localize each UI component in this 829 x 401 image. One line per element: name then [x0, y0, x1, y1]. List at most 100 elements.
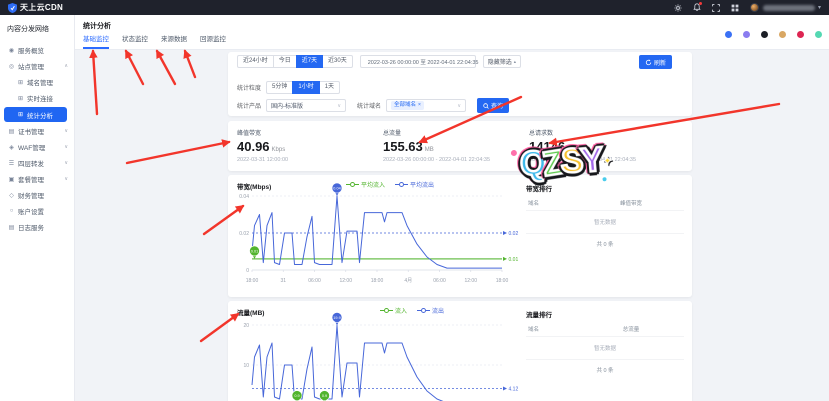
theme-dot-red[interactable]: [797, 31, 804, 38]
tab-status-monitor[interactable]: 状态监控: [122, 36, 148, 43]
empty-state: 暂无数据: [526, 211, 684, 234]
peak-bandwidth-value: 40.96: [237, 139, 270, 154]
sidebar-item-packages[interactable]: ▣ 套餐管理 ∨: [8, 176, 68, 184]
product-select[interactable]: 国内-标准版 ∨: [266, 99, 347, 112]
theme-dot-dark[interactable]: [761, 31, 768, 38]
svg-text:0: 0: [246, 268, 249, 274]
theme-dot-purple[interactable]: [743, 31, 750, 38]
empty-state: 暂无数据: [526, 337, 684, 360]
domain-tag[interactable]: 全部域名 ×: [391, 101, 424, 110]
refresh-button[interactable]: 刷新: [638, 55, 672, 69]
legend-item-avg-in[interactable]: 平均流入: [346, 180, 385, 189]
grid-icon: ⊞: [17, 79, 24, 86]
finance-icon: ◇: [9, 192, 14, 199]
range-7d-button[interactable]: 近7天: [295, 55, 324, 68]
bandwidth-chart-card: 带宽(Mbps) 平均流入 平均流出 0.04 0.02 0 18:00 31 06:00…: [228, 175, 692, 297]
granularity-1hour-button[interactable]: 1小时: [292, 81, 320, 94]
brand-logo[interactable]: 天上云CDN: [8, 2, 63, 13]
sidebar-item-finance[interactable]: ◇ 财务管理: [9, 192, 44, 201]
stat-peak-bandwidth: 峰值带宽 40.96 Kbps 2022-03-31 12:00:00: [237, 131, 289, 163]
theme-dot-tan[interactable]: [779, 31, 786, 38]
svg-text:18:00: 18:00: [371, 278, 384, 284]
caret-up-icon: ▴: [513, 58, 517, 64]
shield-icon: ◈: [9, 144, 14, 151]
ranking-total: 共 0 条: [596, 242, 614, 248]
sidebar-item-domain-management[interactable]: ⊞ 域名管理: [17, 79, 53, 88]
layers-icon: ☰: [8, 160, 15, 167]
range-24h-button[interactable]: 近24小时: [237, 55, 274, 68]
bandwidth-chart[interactable]: 0.04 0.02 0 18:00 31 06:00 12:00 18:00 4月 06:00 12…: [234, 182, 526, 284]
top-navbar: 天上云CDN ▾: [0, 0, 829, 15]
certificate-icon: ▤: [8, 128, 15, 135]
theme-dot-teal[interactable]: [815, 31, 822, 38]
stats-card: 峰值带宽 40.96 Kbps 2022-03-31 12:00:00 总流量 1…: [228, 121, 692, 171]
user-menu-caret-icon[interactable]: ▾: [817, 5, 821, 11]
sidebar-item-realtime-connections[interactable]: ⊞ 实时连接: [17, 95, 53, 104]
granularity-row: 统计粒度 5分钟 1小时 1天: [237, 81, 341, 94]
traffic-chart-title: 流量(MB): [237, 310, 265, 317]
monitor-tabs: 基础监控 状态监控 来源数据 回源监控: [83, 33, 226, 49]
apps-grid-icon[interactable]: [729, 2, 741, 14]
chevron-down-icon: ∨: [337, 102, 342, 109]
dashboard-icon: ◉: [8, 47, 15, 54]
ranking-total: 共 0 条: [596, 368, 614, 374]
grid-icon: ⊞: [17, 112, 24, 118]
settings-icon[interactable]: [672, 2, 684, 14]
svg-text:10: 10: [243, 363, 249, 369]
legend-item-in[interactable]: 流入: [380, 306, 407, 315]
page-header: 统计分析 基础监控 状态监控 来源数据 回源监控: [75, 15, 829, 50]
tab-origin-monitor[interactable]: 回源监控: [200, 36, 226, 43]
tab-basic-monitor[interactable]: 基础监控: [83, 33, 109, 49]
range-today-button[interactable]: 今日: [272, 55, 297, 68]
range-30d-button[interactable]: 近30天: [322, 55, 353, 68]
grid-icon: ⊞: [17, 95, 24, 102]
fullscreen-icon[interactable]: [710, 2, 722, 14]
legend-item-avg-out[interactable]: 平均流出: [395, 180, 434, 189]
svg-text:0.01: 0.01: [251, 250, 258, 254]
product-label: 统计产品: [237, 104, 262, 110]
granularity-5min-button[interactable]: 5分钟: [266, 81, 294, 94]
sidebar-item-layer4-forwarding[interactable]: ☰ 四层转发 ∨: [8, 160, 68, 168]
svg-text:0.9: 0.9: [322, 394, 327, 398]
granularity-1day-button[interactable]: 1天: [318, 81, 341, 94]
chevron-down-icon: ∨: [457, 102, 462, 109]
sidebar-item-log-service[interactable]: ▤ 日志服务: [8, 224, 44, 233]
traffic-ranking-panel: 流量排行 域名 总流量 暂无数据 共 0 条: [526, 303, 684, 380]
chevron-down-icon: ∨: [64, 160, 68, 166]
svg-text:0.02: 0.02: [509, 231, 519, 237]
bandwidth-ranking-title: 带宽排行: [526, 186, 552, 193]
stat-total-traffic: 总流量 155.63 MB 2022-03-26 00:00:00 - 2022-…: [383, 131, 491, 163]
svg-text:18:00: 18:00: [496, 278, 509, 284]
hide-filter-button[interactable]: 隐藏筛选 ▴: [482, 55, 522, 68]
svg-text:12:00: 12:00: [464, 278, 477, 284]
sidebar-item-statistics[interactable]: ⊞ 统计分析: [4, 107, 67, 122]
sidebar-title: 内容分发网络: [7, 26, 49, 33]
date-range-row: 近24小时 今日 近7天 近30天 2022-03-26 00:00:00 至 …: [237, 55, 522, 68]
tag-close-icon[interactable]: ×: [418, 102, 421, 108]
sidebar-item-waf[interactable]: ◈ WAF管理 ∨: [9, 144, 68, 152]
notifications-bell-icon[interactable]: [691, 1, 703, 14]
package-icon: ▣: [8, 176, 15, 183]
username-redacted: [762, 4, 815, 11]
sidebar-item-service-overview[interactable]: ◉ 服务概览: [8, 47, 44, 56]
granularity-label: 统计粒度: [237, 86, 262, 92]
svg-text:06:00: 06:00: [308, 278, 321, 284]
traffic-chart-card: 流量(MB) 流入 流出 20 10 4.12 19.9 0.9 0.9 流量排行 域名 …: [228, 301, 692, 401]
sidebar-item-account-settings[interactable]: ○ 账户设置: [9, 208, 44, 216]
query-button[interactable]: 查询: [477, 98, 510, 113]
chevron-down-icon: ∨: [64, 144, 68, 150]
stat-total-requests: 总请求数 14146 次 2022-03-26 00:00:00 - 2022-0…: [529, 131, 637, 163]
page-title: 统计分析: [83, 23, 111, 30]
user-avatar[interactable]: [749, 3, 759, 12]
domain-select[interactable]: 全部域名 × ∨: [386, 99, 467, 112]
theme-dot-blue[interactable]: [725, 31, 732, 38]
legend-item-out[interactable]: 流出: [417, 306, 444, 315]
bandwidth-chart-title: 带宽(Mbps): [237, 184, 272, 191]
svg-text:4月: 4月: [404, 278, 412, 284]
date-range-input[interactable]: 2022-03-26 00:00:00 至 2022-04-01 22:04:3…: [359, 55, 478, 68]
sidebar-item-site-management[interactable]: ◎ 站点管理 ∧: [8, 63, 68, 71]
sidebar-item-certificates[interactable]: ▤ 证书管理 ∨: [8, 128, 68, 136]
tab-source-data[interactable]: 来源数据: [161, 36, 187, 43]
traffic-chart[interactable]: 20 10 4.12 19.9 0.9 0.9: [234, 312, 526, 401]
